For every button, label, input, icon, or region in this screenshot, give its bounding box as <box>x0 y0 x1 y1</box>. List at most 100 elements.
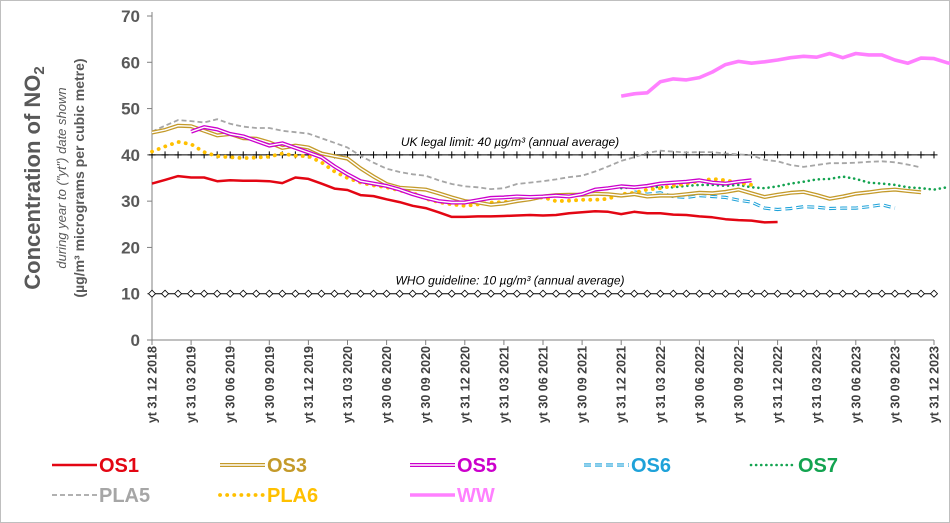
reference-marker <box>174 151 182 159</box>
reference-marker <box>512 289 521 298</box>
reference-marker <box>370 151 378 159</box>
reference-marker <box>499 289 508 298</box>
legend-label-os1: OS1 <box>99 455 139 477</box>
reference-marker <box>604 151 612 159</box>
reference-marker <box>187 151 195 159</box>
x-tick-label: yt 30 06 2021 <box>537 346 551 423</box>
series-line-pla5 <box>151 118 922 191</box>
reference-marker <box>630 289 639 298</box>
reference-marker <box>851 289 860 298</box>
reference-marker <box>317 289 326 298</box>
reference-marker <box>865 151 873 159</box>
reference-marker <box>435 151 443 159</box>
reference-marker <box>591 151 599 159</box>
reference-lines: UK legal limit: 40 µg/m³ (annual average… <box>147 135 939 298</box>
series-line-pla6 <box>150 139 754 208</box>
x-axis-ticks: yt 31 12 2018 yt 31 03 2019 yt 30 06 2019 y… <box>146 340 942 423</box>
legend-item-os3: OS3 <box>220 455 307 477</box>
reference-marker <box>916 289 926 298</box>
reference-marker <box>656 289 665 298</box>
legend-label-ww: WW <box>457 485 495 507</box>
reference-marker <box>382 289 391 298</box>
reference-marker <box>343 289 352 298</box>
reference-marker <box>734 289 743 298</box>
reference-marker <box>239 151 247 159</box>
legend-item-os7: OS7 <box>749 455 838 477</box>
reference-label: UK legal limit: 40 µg/m³ (annual average… <box>401 135 619 149</box>
reference-marker <box>604 289 613 298</box>
reference-marker <box>252 289 261 298</box>
reference-marker <box>525 289 535 298</box>
legend-label-os6: OS6 <box>631 455 671 477</box>
reference-marker <box>565 151 573 159</box>
x-tick-label: yt 31 12 2021 <box>615 346 629 423</box>
reference-marker <box>200 289 209 298</box>
x-tick-label: yt 31 12 2020 <box>458 346 472 423</box>
reference-marker <box>591 289 600 298</box>
y-tick-label: 60 <box>121 53 140 72</box>
reference-marker <box>500 151 508 159</box>
reference-marker <box>839 151 847 159</box>
series-pla5 <box>151 118 922 191</box>
reference-marker <box>369 289 378 298</box>
reference-marker <box>825 289 834 298</box>
y-tick-label: 70 <box>121 7 140 26</box>
reference-marker <box>226 289 235 298</box>
reference-marker <box>473 289 482 298</box>
reference-marker <box>643 289 652 298</box>
reference-marker <box>538 289 548 298</box>
reference-marker <box>395 289 404 298</box>
reference-marker <box>421 289 430 298</box>
reference-marker <box>682 289 691 298</box>
reference-marker <box>695 151 703 159</box>
legend-item-ww: WW <box>410 485 495 507</box>
x-tick-label: yt 30 09 2020 <box>419 346 433 423</box>
reference-marker <box>578 151 586 159</box>
reference-marker <box>852 151 860 159</box>
series-os7 <box>619 175 949 191</box>
reference-marker <box>656 151 664 159</box>
reference-marker <box>761 151 769 159</box>
reference-marker <box>917 151 925 159</box>
reference-marker <box>291 289 300 298</box>
reference-marker <box>930 151 938 159</box>
series-line-os1 <box>151 174 778 224</box>
reference-marker <box>864 289 873 298</box>
reference-marker <box>239 289 248 298</box>
reference-marker <box>422 151 430 159</box>
y-tick-label: 0 <box>131 331 140 350</box>
x-tick-label: yt 31 03 2021 <box>497 346 511 423</box>
series-os1 <box>151 174 778 224</box>
legend-item-os6: OS6 <box>584 455 671 477</box>
reference-marker <box>304 289 313 298</box>
legend-item-os1: OS1 <box>52 455 139 477</box>
reference-marker <box>160 289 170 298</box>
x-tick-label: yt 31 03 2019 <box>185 346 199 423</box>
legend-label-os7: OS7 <box>798 455 838 477</box>
reference-marker <box>929 289 939 298</box>
reference-marker <box>513 151 521 159</box>
reference-marker <box>878 151 886 159</box>
reference-marker <box>826 151 834 159</box>
reference-marker <box>448 151 456 159</box>
series-ww <box>620 51 950 98</box>
legend-item-pla6: PLA6 <box>218 485 318 507</box>
y-axis-ticks: 0 10 20 30 40 50 60 70 <box>121 7 152 350</box>
reference-marker <box>787 151 795 159</box>
reference-marker <box>226 151 234 159</box>
reference-marker <box>669 289 678 298</box>
y-axis-label-sub: during year to ("yt") date shown <box>54 87 69 268</box>
x-tick-label: yt 31 12 2022 <box>771 346 785 423</box>
x-tick-label: yt 30 06 2023 <box>849 346 863 423</box>
y-tick-label: 10 <box>121 285 140 304</box>
x-tick-label: yt 30 09 2021 <box>576 346 590 423</box>
reference-marker <box>487 151 495 159</box>
reference-marker <box>539 151 547 159</box>
reference-marker <box>813 151 821 159</box>
reference-marker <box>396 151 404 159</box>
reference-marker <box>565 289 574 298</box>
legend-item-pla5: PLA5 <box>52 485 150 507</box>
reference-marker <box>799 289 808 298</box>
x-tick-label: yt 31 03 2020 <box>341 346 355 423</box>
series-line-ww <box>620 51 950 98</box>
